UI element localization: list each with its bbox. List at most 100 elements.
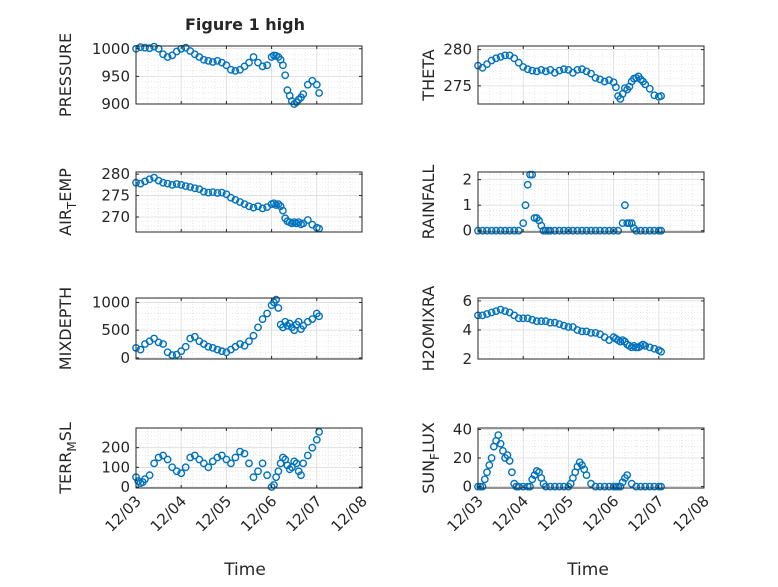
- y-tick-label: 270: [101, 208, 130, 226]
- subplot-air-temp: 270 275 280 AIRTEMP: [56, 165, 363, 236]
- data-point: [485, 461, 494, 469]
- data-point: [303, 216, 312, 224]
- data-series: [474, 431, 665, 491]
- data-point: [141, 177, 149, 186]
- y-tick-label: 0: [120, 478, 130, 496]
- y-tick-label: 275: [101, 187, 130, 205]
- data-point: [641, 341, 650, 350]
- data-point: [521, 201, 530, 210]
- data-point: [528, 315, 537, 324]
- data-point: [290, 457, 299, 466]
- data-point: [483, 310, 491, 318]
- data-point: [245, 337, 253, 346]
- data-point: [612, 83, 620, 92]
- y-axis-label: THETA: [419, 49, 438, 101]
- data-point: [163, 455, 172, 464]
- data-point: [582, 226, 591, 235]
- data-point: [208, 58, 217, 66]
- data-point: [510, 54, 519, 63]
- data-point: [650, 344, 659, 353]
- data-point: [564, 226, 573, 235]
- data-point: [274, 304, 283, 312]
- data-series: [132, 427, 323, 491]
- y-tick-label: 275: [443, 77, 472, 95]
- data-point: [487, 308, 496, 317]
- data-point: [168, 180, 177, 189]
- subplot-h2omixra: 2 4 6 H2OMIXRA: [419, 286, 705, 371]
- data-point: [199, 55, 208, 64]
- data-point: [308, 315, 317, 323]
- axes-box: [477, 297, 705, 360]
- data-point: [181, 463, 190, 472]
- data-point: [596, 226, 604, 235]
- data-point: [163, 179, 172, 188]
- data-point: [541, 317, 550, 326]
- y-tick-label: 200: [101, 439, 130, 457]
- data-point: [600, 77, 609, 86]
- data-point: [154, 453, 163, 462]
- data-point: [636, 75, 645, 84]
- data-point: [150, 42, 159, 51]
- data-point: [312, 80, 321, 89]
- data-point: [168, 351, 177, 359]
- data-point: [190, 332, 199, 341]
- y-tick-label: 1000: [92, 293, 130, 311]
- data-series: [474, 51, 665, 103]
- data-point: [550, 226, 559, 235]
- data-point: [546, 318, 555, 327]
- data-point: [258, 459, 267, 468]
- figure-title: Figure 1 high: [185, 15, 305, 34]
- y-axis-label: MIXDEPTH: [56, 287, 75, 370]
- data-point: [231, 195, 240, 204]
- data-point: [546, 482, 555, 491]
- data-point: [222, 455, 231, 464]
- y-tick-label: 280: [443, 41, 472, 59]
- data-point: [213, 453, 222, 462]
- data-point: [636, 226, 645, 235]
- data-point: [582, 67, 591, 76]
- data-point: [308, 443, 317, 452]
- data-point: [249, 203, 258, 212]
- data-point: [240, 449, 249, 458]
- data-point: [181, 342, 190, 351]
- data-point: [213, 345, 222, 354]
- data-point: [240, 200, 249, 209]
- data-point: [294, 317, 303, 326]
- data-point: [555, 226, 564, 235]
- data-series: [132, 173, 323, 233]
- data-point: [315, 427, 323, 436]
- data-point: [645, 343, 654, 352]
- data-point: [177, 180, 186, 189]
- y-tick-label: 20: [453, 449, 472, 467]
- data-point: [263, 61, 271, 70]
- data-point: [616, 482, 625, 491]
- data-point: [480, 475, 489, 484]
- data-point: [519, 314, 528, 323]
- data-point: [550, 68, 559, 77]
- data-point: [523, 482, 532, 491]
- data-point: [526, 482, 534, 491]
- data-point: [560, 482, 568, 491]
- data-point: [596, 482, 604, 491]
- data-point: [591, 226, 600, 235]
- data-point: [263, 309, 271, 318]
- data-point: [614, 226, 622, 235]
- data-point: [136, 179, 145, 188]
- data-point: [573, 326, 582, 334]
- data-point: [278, 206, 287, 215]
- y-tick-label: 0: [120, 349, 130, 367]
- data-point: [245, 459, 253, 468]
- data-point: [618, 478, 627, 487]
- data-point: [276, 202, 285, 211]
- data-point: [199, 459, 208, 468]
- data-point: [496, 226, 505, 235]
- axes-box: [135, 45, 363, 105]
- data-point: [172, 467, 181, 476]
- data-point: [168, 51, 177, 60]
- data-point: [541, 226, 550, 235]
- data-series: [132, 295, 323, 359]
- data-point: [623, 471, 632, 479]
- data-point: [523, 65, 532, 74]
